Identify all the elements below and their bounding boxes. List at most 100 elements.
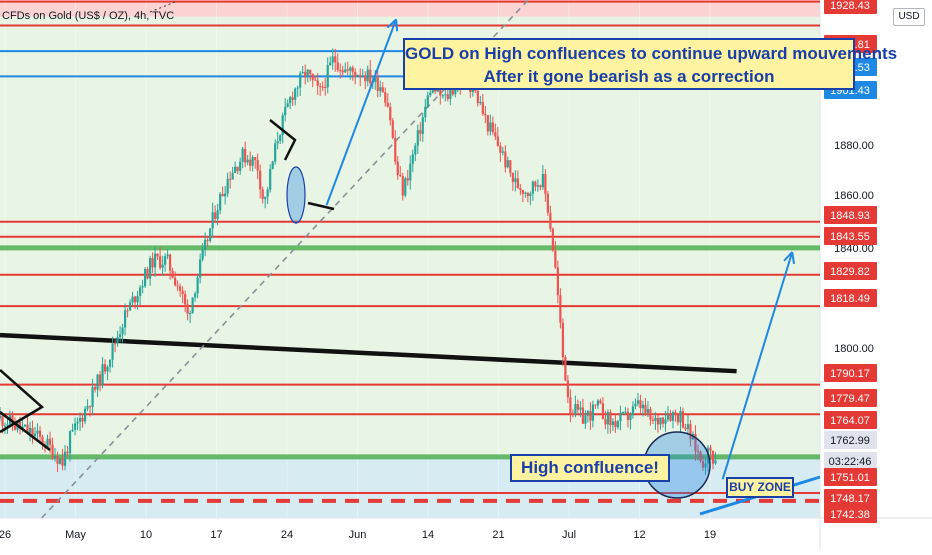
price-tag bbox=[824, 431, 877, 449]
candle-body bbox=[576, 404, 579, 410]
candle-body bbox=[639, 400, 642, 409]
candle-body bbox=[411, 154, 414, 164]
candle-body bbox=[311, 73, 314, 80]
candle-body bbox=[364, 75, 367, 82]
price-tag bbox=[824, 505, 877, 523]
candle-body bbox=[1, 415, 4, 427]
candle-body bbox=[279, 135, 282, 142]
candle-body bbox=[546, 193, 549, 213]
y-tick-label: 1800.00 bbox=[834, 343, 874, 355]
candle-body bbox=[536, 185, 539, 187]
candle-body bbox=[671, 412, 675, 421]
candle-body bbox=[0, 415, 2, 419]
price-tag bbox=[824, 468, 877, 486]
candle-body bbox=[239, 161, 242, 171]
candle-body bbox=[414, 145, 417, 155]
candle-body bbox=[694, 433, 697, 452]
candle-body bbox=[78, 417, 82, 422]
candle-body bbox=[261, 189, 264, 199]
candle-body bbox=[149, 258, 152, 279]
candle-body bbox=[584, 415, 587, 424]
candle-body bbox=[123, 310, 127, 328]
symbol-title: CFDs on Gold (US$ / OZ), 4h, TVC bbox=[2, 10, 178, 22]
candle-body bbox=[184, 294, 187, 305]
candle-body bbox=[499, 145, 502, 153]
candle-body bbox=[31, 427, 34, 436]
arrow-head bbox=[395, 19, 399, 32]
candle-body bbox=[666, 414, 670, 420]
candle-body bbox=[384, 92, 387, 103]
candle-body bbox=[534, 181, 537, 187]
candle-body bbox=[246, 159, 249, 163]
candle-body bbox=[629, 415, 632, 421]
candle-body bbox=[289, 97, 292, 104]
candle-body bbox=[191, 297, 194, 313]
callout-line-1: GOLD on High confluences to continue upw… bbox=[405, 44, 898, 63]
candle-body bbox=[331, 56, 334, 63]
candle-body bbox=[91, 387, 94, 408]
zone-pink bbox=[0, 0, 820, 17]
candle-body bbox=[146, 268, 149, 279]
candle-body bbox=[486, 115, 489, 132]
candle-body bbox=[681, 411, 685, 428]
candle-body bbox=[609, 411, 612, 426]
candle-body bbox=[704, 463, 707, 468]
analysis-callout: GOLD on High confluences to continue upw… bbox=[403, 38, 898, 90]
candle-body bbox=[616, 421, 620, 428]
candle-body bbox=[38, 430, 42, 437]
candle-body bbox=[346, 69, 349, 71]
price-tag-label: 1742.38 bbox=[830, 509, 870, 521]
candle-body bbox=[586, 411, 589, 416]
candle-body bbox=[659, 417, 662, 425]
candle-body bbox=[259, 170, 262, 190]
candle-body bbox=[166, 254, 169, 257]
candle-body bbox=[714, 460, 717, 464]
candle-body bbox=[159, 256, 162, 268]
candle-body bbox=[401, 176, 404, 196]
candle-body bbox=[351, 67, 354, 72]
candle-body bbox=[529, 193, 532, 197]
time-axis-bg bbox=[0, 518, 932, 550]
candle-body bbox=[496, 136, 499, 146]
candle-body bbox=[484, 113, 487, 116]
candle-body bbox=[136, 295, 139, 303]
candle-body bbox=[699, 451, 702, 461]
candle-body bbox=[506, 160, 509, 168]
highlight-ellipse bbox=[286, 166, 306, 224]
candle-body bbox=[291, 97, 294, 100]
candle-body bbox=[471, 88, 474, 93]
candle-body bbox=[28, 427, 32, 433]
currency-badge[interactable]: USD bbox=[893, 8, 925, 26]
candle-body bbox=[71, 429, 74, 432]
candle-body bbox=[6, 424, 9, 426]
candle-body bbox=[186, 304, 189, 314]
x-tick-label: 12 bbox=[633, 529, 645, 541]
candle-body bbox=[53, 455, 57, 459]
chevron-mark bbox=[269, 119, 297, 161]
candle-body bbox=[81, 417, 84, 422]
candle-body bbox=[521, 190, 524, 194]
price-tag-label: 1764.07 bbox=[830, 415, 870, 427]
candle-body bbox=[231, 172, 234, 180]
candle-body bbox=[336, 62, 339, 71]
candle-body bbox=[86, 406, 89, 409]
candle-body bbox=[161, 264, 164, 268]
candle-body bbox=[128, 302, 132, 311]
candle-body bbox=[61, 458, 64, 466]
candle-body bbox=[696, 451, 700, 453]
candle-body bbox=[251, 157, 254, 166]
candle-body bbox=[296, 87, 299, 89]
candle-body bbox=[649, 409, 652, 420]
x-tick-label: 14 bbox=[422, 529, 434, 541]
candle-body bbox=[284, 106, 287, 116]
candle-body bbox=[651, 419, 655, 421]
x-tick-label: 26 bbox=[0, 529, 11, 541]
candle-body bbox=[113, 343, 117, 345]
candle-body bbox=[549, 212, 552, 229]
candle-body bbox=[479, 102, 482, 104]
price-tag bbox=[824, 227, 877, 245]
candle-body bbox=[174, 277, 177, 286]
price-tag-label: 1829.82 bbox=[830, 266, 870, 278]
price-tag bbox=[824, 206, 877, 224]
arrow-head bbox=[783, 251, 793, 262]
